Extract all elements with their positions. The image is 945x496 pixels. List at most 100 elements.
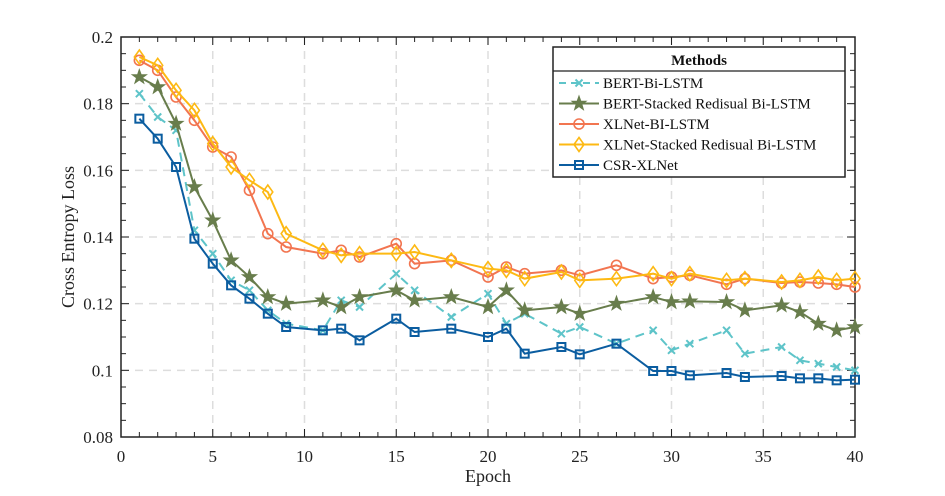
star-marker [406,291,424,308]
x-marker [648,326,658,335]
star-marker [644,287,662,305]
diamond-marker [353,245,366,263]
legend: Methods BERT-Bi-LSTM BERT-Stacked Redisual… [552,46,846,178]
diamond-marker [225,158,238,176]
legend-label: BERT-Bi-LSTM [603,76,703,92]
x-tick-label: 40 [847,447,864,466]
square-marker [501,323,512,334]
square-marker [574,349,585,360]
square-marker [446,323,457,334]
star-marker [570,94,588,111]
diamond-marker [206,135,219,153]
x-marker [153,112,162,122]
series-xlnet-stacked-redisual-bi-lstm [133,48,861,291]
diamond-marker [720,271,733,289]
square-marker [684,370,695,381]
y-tick-label: 0.1 [92,361,113,380]
square-marker [813,373,824,384]
x-marker [777,342,786,352]
circle-marker [261,227,274,240]
diamond-marker [482,260,494,278]
x-tick-label: 5 [209,447,218,466]
x-marker [685,339,695,348]
x-tick-label: 20 [480,447,497,466]
x-marker [208,249,217,258]
square-marker [171,162,182,172]
square-marker [134,113,145,124]
star-marker [516,301,534,318]
diamond-marker [243,171,256,189]
x-marker [667,346,676,355]
square-marker [776,371,787,381]
x-marker [795,356,805,365]
square-marker [739,372,750,382]
square-marker [794,373,805,384]
star-marker [662,292,681,310]
x-marker [245,286,254,295]
star-marker [773,296,791,313]
square-marker [207,258,218,269]
y-tick-label: 0.2 [92,28,113,47]
diamond-marker [849,270,861,288]
x-marker [410,286,419,295]
diamond-marker [573,136,585,153]
x-marker [722,326,731,335]
square-marker [391,313,402,324]
legend-box [552,46,846,178]
square-marker [666,366,677,376]
star-marker [607,294,626,311]
circle-marker [849,281,861,293]
star-marker [204,211,222,228]
legend-label: BERT-Stacked Redisual Bi-LSTM [603,97,811,113]
diamond-marker [500,261,513,279]
diamond-marker [665,270,678,288]
square-marker [556,342,567,352]
square-marker [354,335,365,346]
legend-label: XLNet-Stacked Redisual Bi-LSTM [603,138,816,154]
y-axis-label: Cross Entropy Loss [58,166,78,308]
x-tick-label: 35 [755,447,772,466]
diamond-marker [133,48,146,66]
y-tick-label: 0.18 [83,95,113,114]
square-marker [831,375,842,386]
x-marker [557,329,566,338]
x-marker [447,312,456,322]
diamond-marker [151,56,164,74]
star-marker [497,281,515,298]
square-marker [317,325,328,336]
x-tick-label: 0 [117,447,126,466]
star-marker [828,321,846,338]
square-marker [611,338,622,349]
series-csr-xlnet [134,113,860,386]
diamond-marker [280,225,293,243]
diamond-marker [188,101,201,119]
star-marker [442,287,460,305]
star-marker [167,114,185,131]
diamond-marker [775,273,788,291]
y-tick-label: 0.08 [83,428,113,447]
star-marker [791,302,809,320]
diamond-marker [793,271,806,289]
x-tick-label: 10 [296,447,313,466]
diamond-marker [555,263,568,281]
star-marker [571,304,589,321]
diamond-marker [830,271,843,289]
star-marker [846,317,864,335]
x-marker [832,362,841,372]
square-marker [409,327,420,337]
circle-marker [390,237,403,250]
star-marker [314,291,332,308]
circle-marker [573,118,585,130]
diamond-marker [812,268,825,286]
star-marker [149,77,167,95]
diamond-marker [683,265,696,283]
legend-label: XLNet-BI-LSTM [603,117,710,133]
circle-marker [225,151,237,163]
star-marker [240,267,259,285]
x-marker [483,289,493,298]
x-marker [392,269,401,278]
x-marker [135,89,144,98]
y-tick-label: 0.16 [83,161,113,180]
square-marker [244,293,255,304]
